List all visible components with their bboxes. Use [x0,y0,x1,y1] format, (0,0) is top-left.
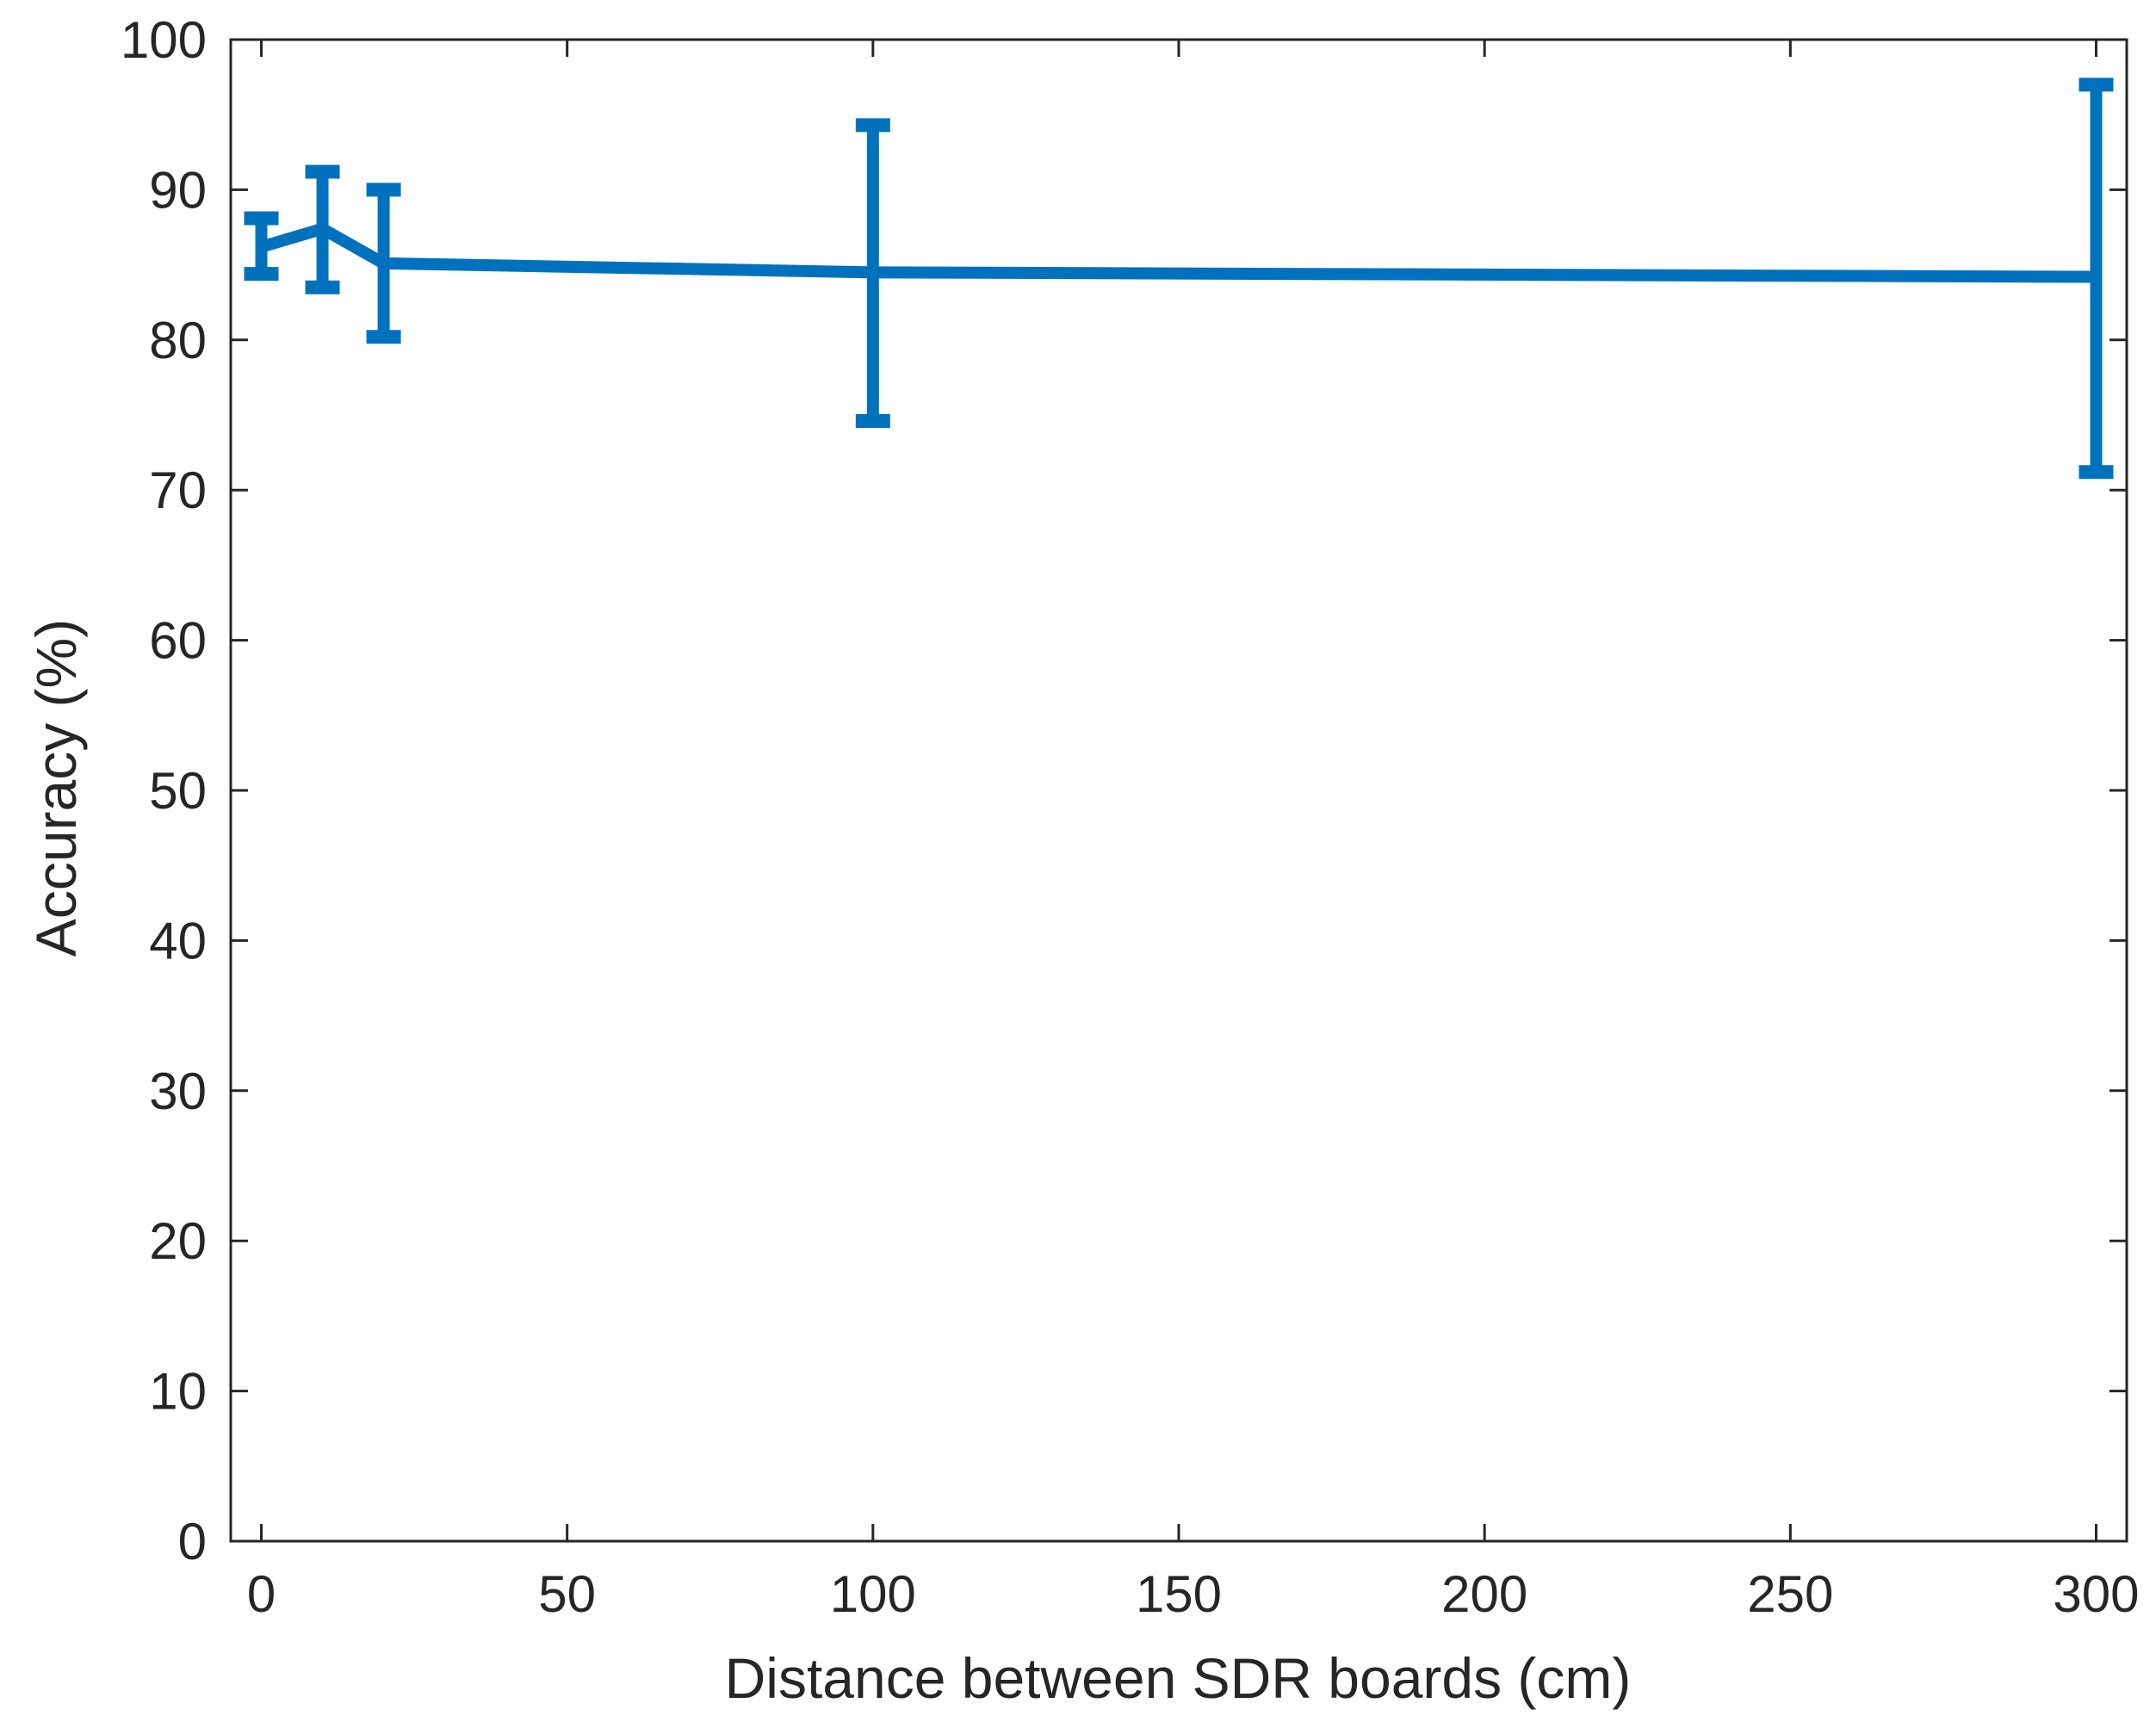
error-bar [305,164,340,294]
y-tick-label: 60 [149,612,207,670]
x-tick-label: 0 [247,1565,276,1623]
series-line [259,222,2097,283]
y-tick-label: 80 [149,312,207,369]
y-tick-label: 90 [149,161,207,219]
error-bar [244,211,279,282]
y-tick-label: 20 [149,1212,207,1270]
error-bar [855,118,890,428]
x-tick-label: 250 [1747,1565,1833,1623]
y-tick-label: 40 [149,912,207,969]
x-tick-label: 200 [1441,1565,1527,1623]
y-axis-label: Accuracy (%) [24,619,88,957]
error-bar [2079,77,2114,480]
y-tick-label: 30 [149,1062,207,1120]
y-tick-label: 50 [149,762,207,820]
y-tick-label: 70 [149,461,207,519]
y-tick-label: 0 [178,1513,207,1570]
x-tick-label: 100 [830,1565,916,1623]
x-tick-label: 150 [1136,1565,1222,1623]
y-tick-label: 10 [149,1363,207,1421]
y-tick-label: 100 [121,11,207,69]
x-tick-label: 300 [2053,1565,2139,1623]
x-tick-label: 50 [538,1565,596,1623]
error-bar [366,183,401,344]
plot-area: 0 50 100 150 200 250 300 0 10 20 30 40 50 60 70 80 90 100 [121,11,2140,1623]
x-axis-label: Distance between SDR boards (cm) [725,1646,1632,1710]
